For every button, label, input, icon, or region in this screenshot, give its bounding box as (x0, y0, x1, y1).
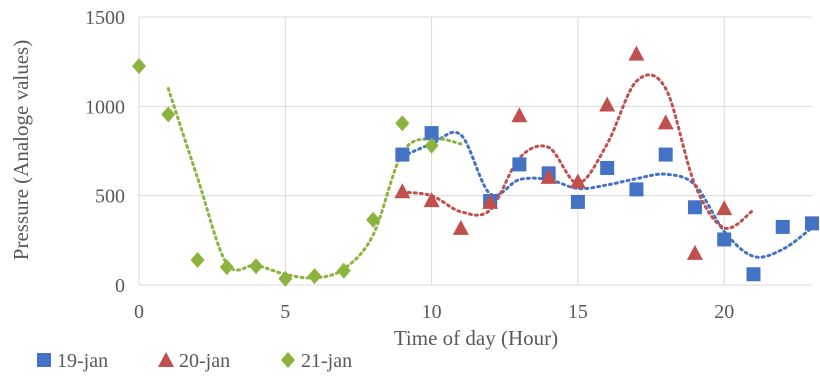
legend: 19-jan 20-jan 21-jan (37, 350, 352, 372)
data-point-21-jan (278, 270, 293, 287)
data-point-20-jan (569, 173, 586, 189)
data-point-21-jan (424, 137, 439, 154)
y-axis-title: Pressure (Analoge values) (9, 40, 33, 260)
x-tick-label: 10 (422, 301, 442, 323)
gridlines (138, 16, 812, 286)
trend-line-20-jan (400, 73, 755, 230)
y-tick-label: 0 (115, 275, 125, 297)
data-point-21-jan (249, 258, 264, 275)
y-tick-label: 1500 (85, 7, 125, 29)
data-point-19-jan (629, 182, 644, 197)
x-axis-title: Time of day (Hour) (394, 326, 558, 350)
data-point-19-jan (717, 232, 732, 247)
data-point-20-jan (423, 192, 440, 208)
data-point-20-jan (716, 200, 733, 216)
legend-marker-21-jan (281, 352, 295, 368)
data-point-19-jan (775, 219, 790, 234)
data-point-21-jan (161, 106, 176, 123)
trend-line-21-jan (166, 87, 463, 280)
trend-line-19-jan (400, 130, 814, 259)
x-tick-label: 15 (568, 301, 588, 323)
legend-marker-20-jan (158, 352, 174, 367)
x-tick-label: 0 (134, 301, 144, 323)
data-point-21-jan (336, 262, 351, 279)
data-point-21-jan (132, 58, 146, 75)
y-tick-label: 1000 (85, 96, 125, 118)
data-point-19-jan (512, 157, 527, 172)
data-point-21-jan (190, 251, 205, 268)
data-point-19-jan (424, 126, 439, 141)
data-point-20-jan (452, 219, 469, 235)
legend-label-20-jan: 20-jan (179, 350, 230, 372)
data-point-21-jan (395, 115, 410, 132)
data-point-20-jan (628, 45, 645, 61)
data-point-21-jan (219, 259, 234, 276)
x-tick-label: 5 (280, 301, 290, 323)
data-point-19-jan (805, 216, 819, 231)
data-point-19-jan (600, 160, 615, 175)
data-points (132, 45, 819, 287)
data-point-21-jan (366, 211, 381, 228)
data-point-20-jan (511, 107, 528, 123)
data-point-20-jan (599, 96, 616, 112)
data-point-20-jan (657, 114, 674, 130)
data-point-19-jan (570, 194, 585, 209)
data-point-20-jan (686, 244, 703, 260)
data-point-20-jan (394, 183, 411, 199)
tick-labels: 0 500 1000 1500 0 5 10 15 20 (85, 7, 734, 323)
data-point-19-jan (746, 267, 761, 282)
data-point-20-jan (540, 168, 557, 184)
legend-label-19-jan: 19-jan (57, 350, 108, 372)
data-point-20-jan (482, 193, 499, 209)
data-point-19-jan (687, 200, 702, 215)
y-tick-label: 500 (95, 186, 125, 208)
data-point-19-jan (395, 147, 410, 162)
data-point-21-jan (307, 268, 322, 285)
legend-label-21-jan: 21-jan (301, 350, 352, 372)
trend-lines (166, 73, 814, 280)
x-tick-label: 20 (714, 301, 734, 323)
legend-marker-19-jan (37, 353, 51, 367)
data-point-19-jan (658, 147, 673, 162)
